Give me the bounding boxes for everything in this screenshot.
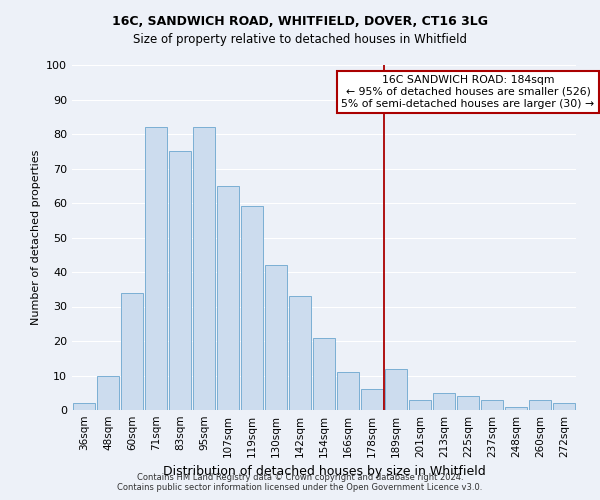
Bar xyxy=(553,403,575,410)
Y-axis label: Number of detached properties: Number of detached properties xyxy=(31,150,41,325)
Text: Size of property relative to detached houses in Whitfield: Size of property relative to detached ho… xyxy=(133,32,467,46)
Bar xyxy=(313,338,335,410)
X-axis label: Distribution of detached houses by size in Whitfield: Distribution of detached houses by size … xyxy=(163,466,485,478)
Bar xyxy=(529,400,551,410)
Bar xyxy=(145,127,167,410)
Text: 16C SANDWICH ROAD: 184sqm
← 95% of detached houses are smaller (526)
5% of semi-: 16C SANDWICH ROAD: 184sqm ← 95% of detac… xyxy=(341,76,595,108)
Bar xyxy=(433,393,455,410)
Bar xyxy=(457,396,479,410)
Bar xyxy=(265,265,287,410)
Bar xyxy=(385,368,407,410)
Bar xyxy=(337,372,359,410)
Text: 16C, SANDWICH ROAD, WHITFIELD, DOVER, CT16 3LG: 16C, SANDWICH ROAD, WHITFIELD, DOVER, CT… xyxy=(112,15,488,28)
Bar xyxy=(289,296,311,410)
Bar xyxy=(217,186,239,410)
Bar xyxy=(169,152,191,410)
Bar xyxy=(361,390,383,410)
Bar xyxy=(73,403,95,410)
Bar xyxy=(97,376,119,410)
Bar xyxy=(241,206,263,410)
Bar xyxy=(121,292,143,410)
Bar xyxy=(409,400,431,410)
Text: Contains HM Land Registry data © Crown copyright and database right 2024.
Contai: Contains HM Land Registry data © Crown c… xyxy=(118,473,482,492)
Bar xyxy=(481,400,503,410)
Bar xyxy=(193,127,215,410)
Bar xyxy=(505,406,527,410)
